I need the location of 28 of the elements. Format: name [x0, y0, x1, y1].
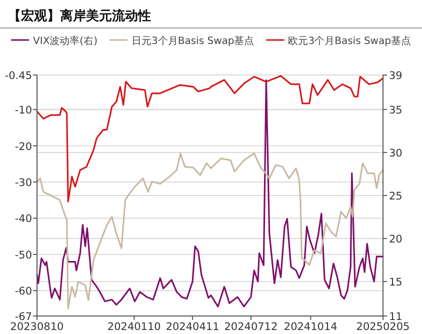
y-tick-label: -10: [14, 104, 32, 117]
y2-tick-label: 30: [389, 147, 402, 160]
legend-label: 日元3个月Basis Swap基点: [131, 35, 254, 47]
y-tick-label: -67: [14, 311, 32, 323]
x-tick-label: 20241014: [284, 321, 338, 333]
y-tick-label: -30: [14, 177, 32, 190]
y2-tick-label: 25: [389, 190, 402, 202]
y-tick-label: -60: [14, 286, 32, 298]
chart-title: 【宏观】离岸美元流动性: [8, 8, 151, 24]
y-tick-label: -0.45: [4, 70, 32, 82]
x-tick-label: 20230810: [10, 321, 64, 333]
x-tick-label: 20240712: [224, 321, 278, 333]
line-series: [36, 79, 384, 308]
line-series: [36, 152, 384, 310]
y2-tick-label: 35: [389, 104, 402, 116]
y2-tick-label: 20: [389, 234, 402, 246]
x-tick-label: 20250205: [356, 321, 410, 333]
legend-label: 欧元3个月Basis Swap基点: [288, 35, 411, 47]
y-tick-label: -20: [14, 140, 32, 153]
y2-tick-label: 15: [389, 276, 402, 289]
y-tick-label: -40: [14, 213, 32, 226]
line-series: [36, 75, 384, 202]
y2-tick-label: 11: [389, 311, 402, 323]
x-tick-label: 20240110: [107, 321, 161, 333]
y-tick-label: -50: [14, 249, 32, 262]
legend-label: VIX波动率(右): [33, 35, 98, 47]
y2-tick-label: 39: [389, 70, 402, 82]
x-tick-label: 20240411: [166, 321, 220, 333]
